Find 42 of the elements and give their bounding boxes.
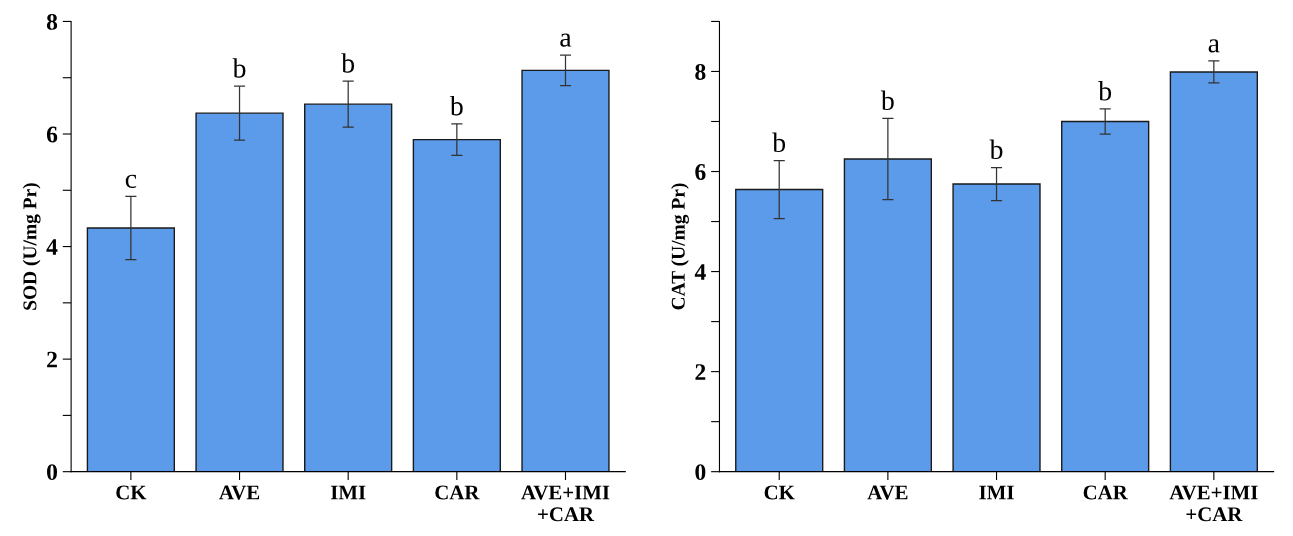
x-tick-label: IMI (979, 485, 1014, 500)
annotation: c (125, 174, 137, 189)
bar (86, 227, 176, 472)
y-tick-label: 8 (695, 63, 706, 80)
bar (843, 158, 933, 472)
annotation: b (989, 139, 1003, 160)
x-tick-label: CAR (435, 485, 480, 500)
x-tick-label: AVE (219, 485, 260, 500)
y-tick-label: 0 (47, 464, 58, 481)
annotation: b (1098, 81, 1112, 101)
bar (1169, 71, 1259, 472)
y-tick-label: 4 (694, 264, 706, 280)
annotation: a (560, 33, 572, 47)
y-tick-label: 2 (47, 351, 57, 368)
y-axis-title: CAT (U/mg Pr) (671, 183, 689, 310)
y-tick-label: 0 (695, 464, 706, 481)
x-tick-label: CAR (1083, 485, 1128, 500)
y-tick-label: 6 (46, 126, 58, 143)
bar (1061, 120, 1150, 472)
x-tick-label: AVE+IMI +CAR (521, 485, 610, 522)
bar (952, 183, 1041, 472)
annotation: a (1208, 39, 1220, 53)
bar (521, 69, 610, 472)
y-tick-label: 4 (46, 239, 58, 255)
x-tick-label: IMI (330, 485, 366, 500)
bar (195, 112, 284, 472)
x-tick-label: CK (764, 485, 795, 500)
annotation: b (232, 58, 246, 78)
y-tick-label: 6 (695, 164, 706, 180)
annotation: b (449, 95, 463, 116)
x-tick-label: AVE+IMI +CAR (1169, 485, 1258, 522)
y-tick-label: 8 (46, 13, 58, 30)
y-tick-label: 2 (695, 364, 706, 380)
bar (412, 138, 501, 472)
x-tick-label: CK (116, 485, 147, 500)
bar (735, 188, 824, 472)
annotation: b (772, 132, 786, 153)
y-axis-title: SOD (U/mg Pr) (22, 183, 41, 310)
bar (304, 103, 393, 472)
x-tick-label: AVE (867, 485, 908, 500)
annotation: b (341, 53, 355, 73)
annotation: b (880, 90, 894, 111)
